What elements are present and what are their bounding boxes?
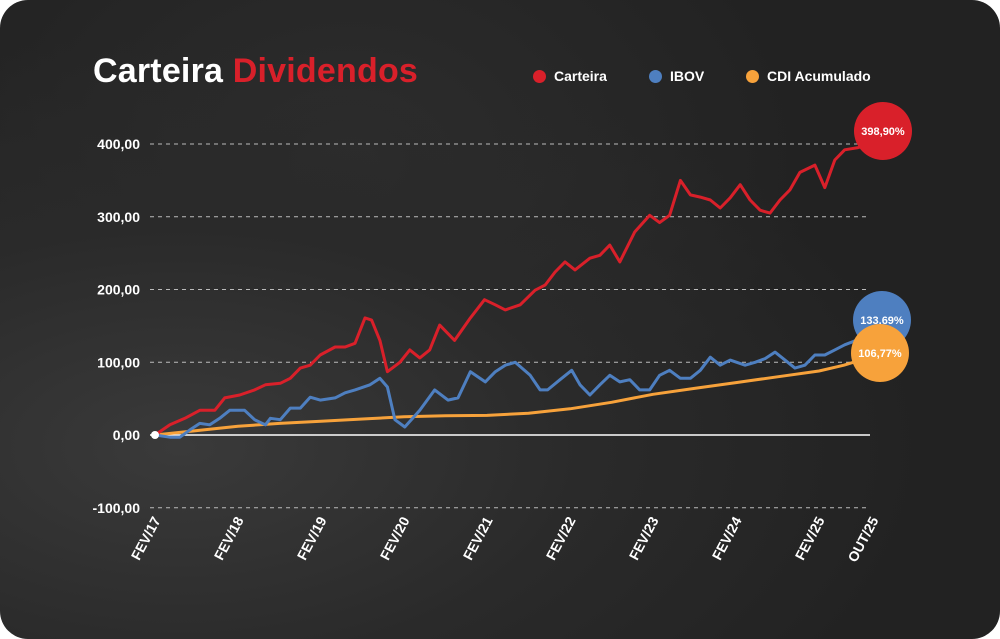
x-tick-label: FEV/19 (294, 514, 330, 563)
x-tick-label: FEV/18 (211, 514, 247, 563)
x-tick-label: FEV/21 (460, 514, 496, 563)
origin-dot (151, 431, 159, 439)
end-value-label: 133,69% (860, 315, 904, 327)
legend-ibov: IBOV (649, 68, 704, 84)
series-line-cdi-acumulado (154, 355, 871, 437)
y-tick-label: 0,00 (113, 427, 140, 443)
legend-label: IBOV (670, 68, 705, 84)
end-value-bubble (851, 324, 909, 382)
title-red: Dividendos (232, 52, 419, 90)
y-tick-label: 200,00 (97, 282, 140, 298)
legend-dot-icon (649, 69, 662, 83)
x-tick-label: FEV/17 (128, 514, 164, 563)
end-value-label: 398,90% (861, 126, 905, 138)
legend-dot-icon (533, 69, 546, 83)
x-tick-label: FEV/22 (543, 514, 579, 563)
legend-cdi: CDI Acumulado (746, 68, 871, 84)
series-line-carteira (154, 143, 870, 437)
y-tick-label: 300,00 (97, 209, 140, 225)
chart-title: Carteira Dividendos (93, 52, 418, 91)
legend-label: Carteira (554, 68, 607, 84)
x-tick-label: OUT/25 (844, 514, 881, 565)
legend-carteira: Carteira (533, 68, 607, 84)
y-tick-label: 100,00 (97, 354, 140, 370)
y-tick-label: -100,00 (93, 500, 141, 516)
legend-label: CDI Acumulado (767, 68, 871, 84)
end-value-label: 106,77% (858, 348, 902, 360)
end-value-bubble (854, 102, 912, 160)
x-tick-label: FEV/20 (377, 514, 413, 563)
x-tick-label: FEV/23 (626, 514, 662, 563)
x-tick-label: FEV/25 (792, 514, 828, 563)
y-tick-label: 400,00 (97, 136, 140, 152)
title-white: Carteira (93, 52, 224, 90)
legend-dot-icon (746, 69, 759, 83)
x-tick-label: FEV/24 (709, 514, 745, 563)
series-line-ibov (154, 336, 870, 439)
